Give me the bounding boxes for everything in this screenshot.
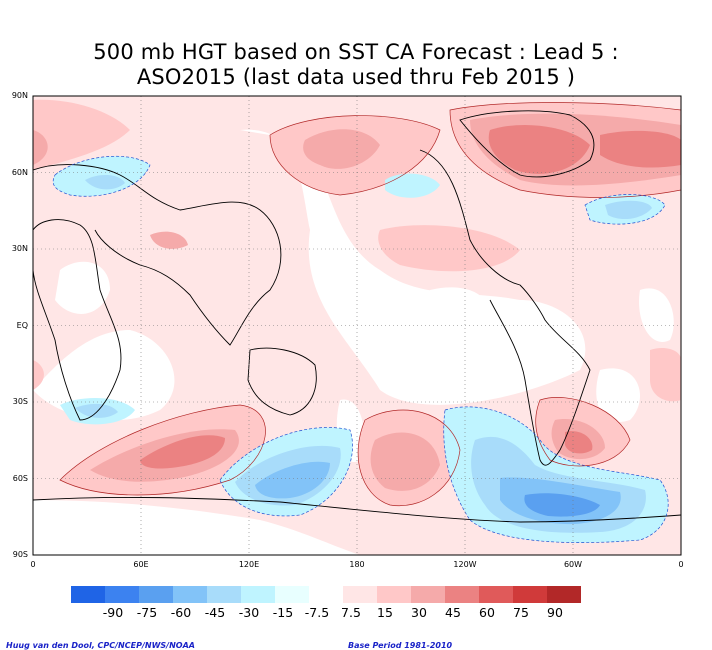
colorbar-swatch [105,586,139,603]
colorbar-swatch [343,586,377,603]
neutral-region [596,368,640,422]
lat-label: 30S [12,397,28,406]
africa-coastline [33,219,122,421]
colorbar-swatch [275,586,309,603]
colorbar-label: -75 [136,605,158,620]
lat-label: 30N [11,244,28,253]
neutral-region [428,287,487,323]
colorbar-swatch [377,586,411,603]
americas-coastline [419,149,591,466]
colorbar-swatch [445,586,479,603]
graticule [33,96,681,555]
negative-anomaly [524,493,600,517]
positive-anomaly [378,225,520,272]
positive-contours [59,102,681,507]
colorbar-swatch [547,586,581,603]
coastlines [33,110,681,523]
lon-label: 60W [563,560,583,569]
colorbar-swatch [207,586,241,603]
lon-label: 60E [133,560,149,569]
lon-label: 0 [30,560,36,569]
lon-label: 120E [238,560,260,569]
lon-label: 180 [349,560,365,569]
colorbar-label: -15 [272,605,294,620]
neutral-region [240,129,586,405]
colorbar-swatch [411,586,445,603]
neutral-region [33,500,360,555]
lon-label: 0 [678,560,684,569]
negative-anomaly [605,200,652,220]
negative-anomaly [75,403,118,418]
greenland-arctic-coastline [459,110,595,178]
antarctica-coastline [33,496,681,523]
positive-anomaly [33,130,48,165]
map-title-line-1: 500 mb HGT based on SST CA Forecast : Le… [93,40,619,64]
negative-contours [52,155,669,543]
colorbar-label: -60 [170,605,192,620]
lon-label: 120W [453,560,477,569]
positive-anomaly [488,125,590,174]
positive-anomaly [150,231,188,249]
colorbar-label: 7.5 [341,605,361,620]
positive-anomaly [650,348,681,402]
colorbar-label: 60 [479,605,495,620]
colorbar-label: 75 [513,605,529,620]
colorbar-label: 45 [445,605,461,620]
map-title-line-2: ASO2015 (last data used thru Feb 2015 ) [136,65,576,89]
lat-label: 60N [11,168,28,177]
positive-anomaly [565,431,593,454]
neutral-region [639,288,674,342]
neutral-region [33,330,175,421]
colorbar-swatch [241,586,275,603]
colorbar-label: -90 [102,605,124,620]
positive-anomaly [303,129,380,169]
colorbar [71,586,581,603]
colorbar-swatch [173,586,207,603]
positive-anomaly [33,99,130,170]
positive-anomaly [370,432,440,491]
map-frame [32,95,682,556]
lat-label: 60S [12,474,28,483]
positive-anomaly [600,130,681,168]
lat-label: 90N [11,91,28,100]
colorbar-swatch [71,586,105,603]
negative-anomaly [385,173,440,198]
positive-anomaly [140,435,225,469]
colorbar-swatch [479,586,513,603]
colorbar-label: 30 [411,605,427,620]
colorbar-swatch [513,586,547,603]
colorbar-label: -7.5 [304,605,330,620]
australia-coastline [247,347,317,416]
colorbar-swatch [139,586,173,603]
base-period-note: Base Period 1981-2010 [348,641,453,650]
colorbar-label: 15 [377,605,393,620]
colorbar-label: -30 [238,605,260,620]
eurasia-coastline [33,164,282,346]
colorbar-label: -45 [204,605,226,620]
negative-anomaly [85,174,125,190]
colorbar-swatch [309,586,343,603]
lat-label: EQ [16,321,28,330]
lat-label: 90S [12,550,28,559]
neutral-region [55,261,110,314]
positive-anomaly [33,360,44,390]
author-credit: Huug van den Dool, CPC/NCEP/NWS/NOAA [6,641,195,650]
negative-anomaly [255,461,330,499]
colorbar-label: 90 [547,605,563,620]
